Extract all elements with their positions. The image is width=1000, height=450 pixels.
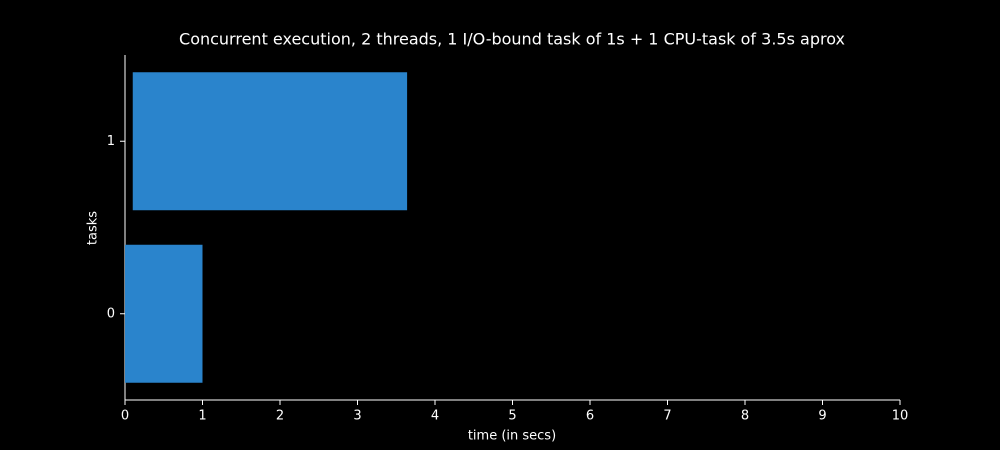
y-tick-label: 1 [107, 134, 115, 149]
x-axis-label: time (in secs) [468, 429, 556, 444]
x-tick-label: 0 [121, 409, 129, 424]
x-tick-label: 1 [198, 409, 206, 424]
x-tick-label: 6 [586, 409, 594, 424]
x-tick-label: 5 [508, 409, 516, 424]
task-bar [132, 72, 408, 211]
x-tick-label: 7 [663, 409, 671, 424]
y-axis-label: tasks [86, 211, 101, 245]
x-tick-label: 3 [353, 409, 361, 424]
chart-title: Concurrent execution, 2 threads, 1 I/O-b… [179, 30, 845, 49]
x-tick-label: 4 [431, 409, 439, 424]
x-tick-label: 10 [892, 409, 909, 424]
x-tick-label: 9 [818, 409, 826, 424]
x-tick-label: 8 [741, 409, 749, 424]
y-tick-label: 0 [107, 306, 115, 321]
x-tick-label: 2 [276, 409, 284, 424]
task-bar [125, 244, 203, 383]
